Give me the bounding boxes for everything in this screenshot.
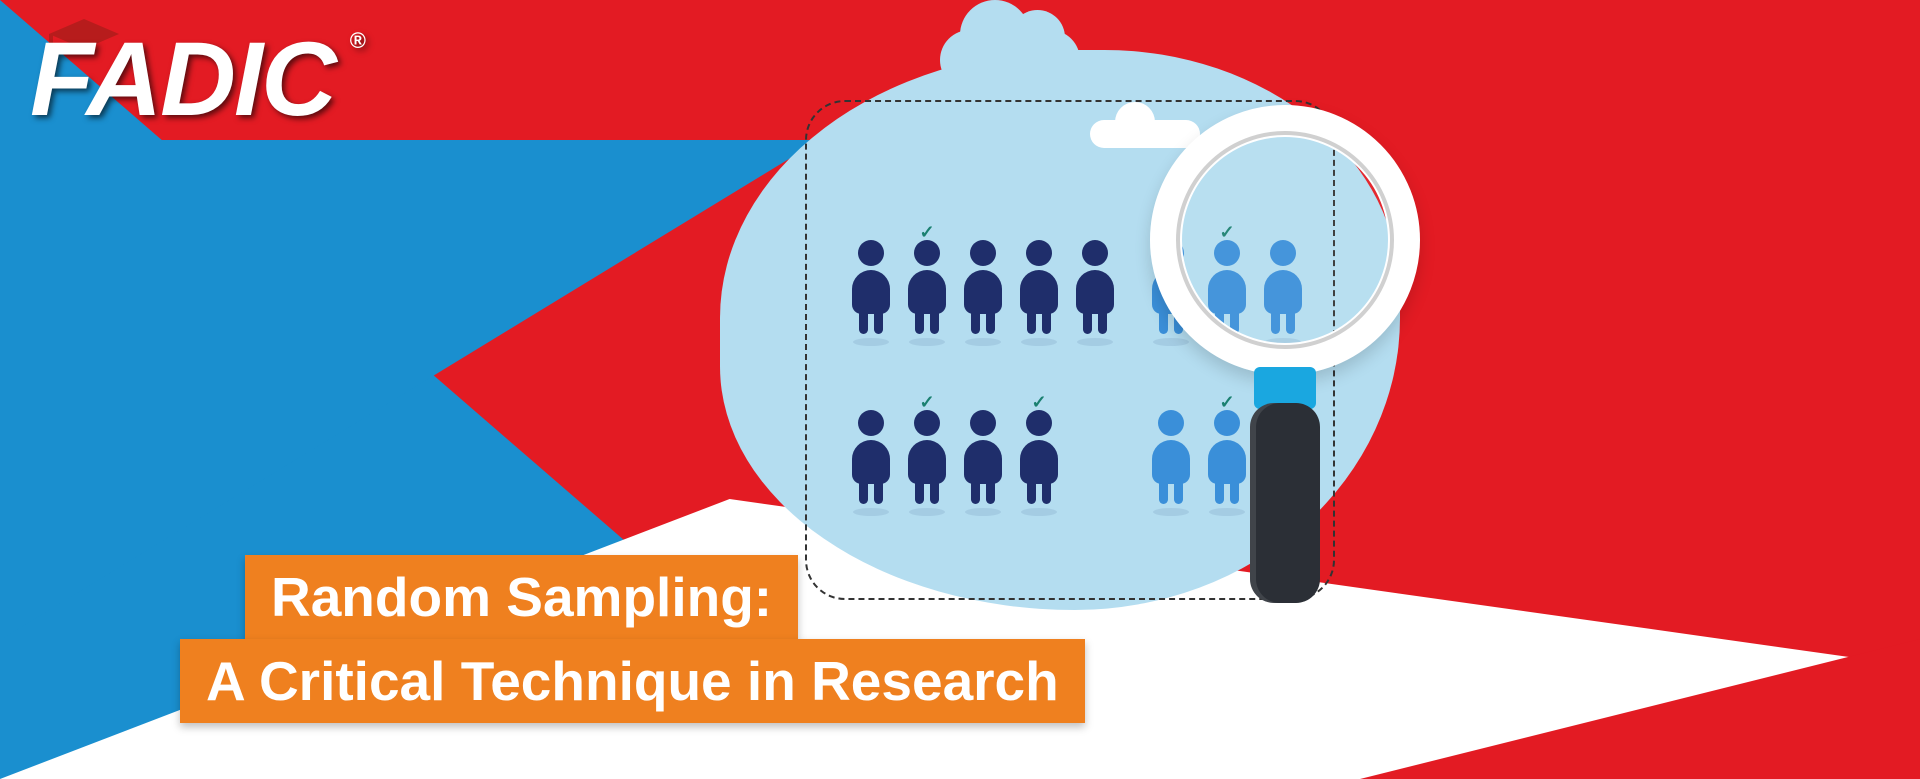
magnifier-lens (1182, 137, 1388, 343)
check-icon: ✓ (919, 392, 934, 413)
cloud-icon (940, 30, 1080, 90)
check-icon: ✓ (919, 222, 934, 243)
brand-logo: FADIC ® (30, 20, 360, 140)
person-icon (1074, 240, 1116, 340)
registered-mark-icon: ® (350, 28, 364, 54)
person-icon: ✓ (906, 240, 948, 340)
title-line-1: Random Sampling: (245, 555, 798, 639)
brand-name: FADIC (30, 21, 335, 138)
banner-canvas: FADIC ® Random Sampling: A Critical Tech… (0, 0, 1920, 779)
person-icon (1018, 240, 1060, 340)
people-group-3: ✓✓ (850, 410, 1060, 510)
check-icon: ✓ (1031, 392, 1046, 413)
sampling-illustration: ✓ ✓ ✓✓ ✓ (720, 10, 1520, 660)
person-icon: ✓ (1018, 410, 1060, 510)
people-group-1: ✓ (850, 240, 1116, 340)
magnifying-glass-icon (1150, 105, 1430, 615)
person-icon: ✓ (906, 410, 948, 510)
magnifier-handle (1250, 403, 1320, 603)
brand-logo-text: FADIC ® (30, 20, 360, 140)
person-icon (962, 240, 1004, 340)
person-icon (962, 410, 1004, 510)
person-icon (850, 240, 892, 340)
person-icon (850, 410, 892, 510)
